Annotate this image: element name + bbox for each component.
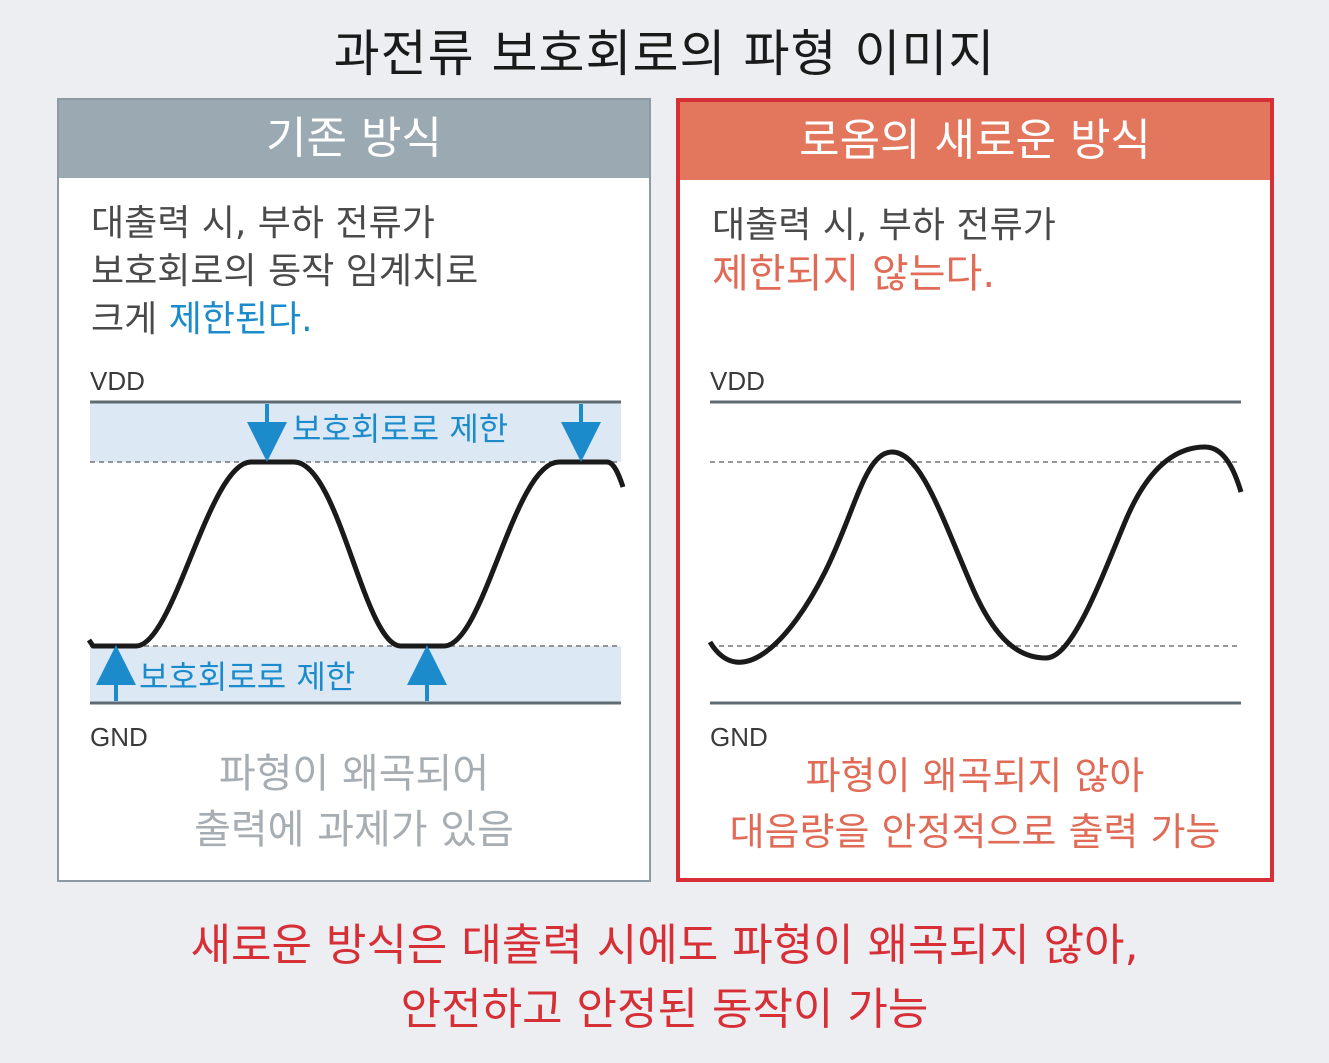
conventional-conclusion-line2: 출력에 과제가 있음 <box>194 807 514 853</box>
rohm-conclusion: 파형이 왜곡되지 않아 대음량을 안정적으로 출력 가능 <box>680 748 1270 860</box>
rohm-desc-highlight: 제한되지 않는다. <box>712 251 996 297</box>
page-title: 과전류 보호회로의 파형 이미지 <box>333 25 996 83</box>
top-limit-band <box>90 402 621 462</box>
conventional-desc-line2: 보호회로의 동작 임계치로 <box>91 251 479 292</box>
conventional-desc-highlight: 제한된다. <box>168 299 313 340</box>
rohm-desc-line1: 대출력 시, 부하 전류가 <box>712 205 1056 246</box>
top-limit-label: 보호회로로 제한 <box>292 410 508 448</box>
conventional-desc-line3-prefix: 크게 <box>91 299 169 340</box>
conventional-conclusion: 파형이 왜곡되어 출력에 과제가 있음 <box>59 746 649 858</box>
conventional-conclusion-line1: 파형이 왜곡되어 <box>218 751 490 797</box>
rohm-method-panel: 로옴의 새로운 방식 대출력 시, 부하 전류가 제한되지 않는다. VDD G… <box>676 98 1274 882</box>
conventional-method-panel: 기존 방식 대출력 시, 부하 전류가 보호회로의 동작 임계치로 크게 제한된… <box>57 98 651 882</box>
footer-line1: 새로운 방식은 대출력 시에도 파형이 왜곡되지 않아, <box>190 920 1139 971</box>
undistorted-waveform <box>707 444 1244 665</box>
conventional-method-header: 기존 방식 <box>59 100 649 178</box>
conventional-desc-line1: 대출력 시, 부하 전류가 <box>91 203 435 244</box>
clipped-waveform <box>86 459 626 649</box>
rohm-waveform-chart: VDD GND <box>707 366 1244 752</box>
footer-line2: 안전하고 안정된 동작이 가능 <box>400 984 929 1035</box>
vdd-label: VDD <box>90 366 145 396</box>
vdd-label: VDD <box>710 366 765 396</box>
bottom-limit-band <box>90 646 621 703</box>
bottom-limit-label: 보호회로로 제한 <box>139 658 355 696</box>
rohm-conclusion-line2: 대음량을 안정적으로 출력 가능 <box>729 810 1221 854</box>
conventional-description: 대출력 시, 부하 전류가 보호회로의 동작 임계치로 크게 제한된다. <box>91 200 478 344</box>
footer-summary: 새로운 방식은 대출력 시에도 파형이 왜곡되지 않아, 안전하고 안정된 동작… <box>0 914 1329 1042</box>
conventional-waveform-chart: VDD GND 보호회로로 제한 보호회로로 제한 <box>86 366 626 752</box>
gnd-label: GND <box>90 722 148 752</box>
gnd-label: GND <box>710 722 768 752</box>
rohm-method-header: 로옴의 새로운 방식 <box>680 102 1270 180</box>
rohm-conclusion-line1: 파형이 왜곡되지 않아 <box>805 754 1145 798</box>
rohm-description: 대출력 시, 부하 전류가 제한되지 않는다. <box>712 202 1056 298</box>
conventional-desc-line3: 크게 제한된다. <box>91 296 478 344</box>
